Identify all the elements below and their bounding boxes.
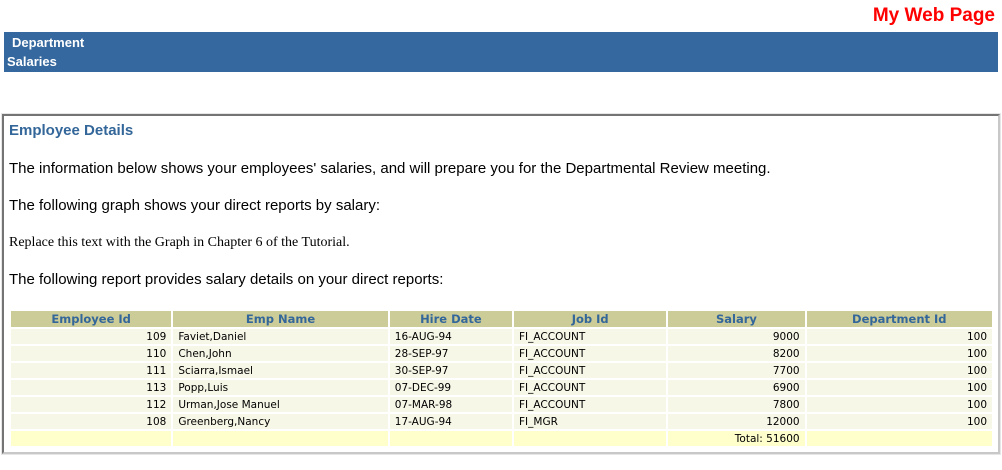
emp-name-cell: Popp,Luis	[173, 380, 388, 395]
section-heading: Employee Details	[9, 122, 134, 139]
hire-date-cell: 17-AUG-94	[389, 414, 513, 429]
column-header-job-id: Job Id	[514, 311, 667, 327]
banner-line-salaries: Salaries	[7, 54, 57, 69]
table-row: 109 Faviet,Daniel 16-AUG-94 FI_ACCOUNT 9…	[11, 329, 992, 344]
department-id-cell: 100	[806, 329, 992, 344]
salary-cell: 6900	[668, 380, 805, 395]
table-cell	[11, 431, 172, 446]
table-row: 111 Sciarra,Ismael 30-SEP-97 FI_ACCOUNT …	[11, 363, 992, 378]
column-header-hire-date: Hire Date	[389, 311, 513, 327]
salary-cell: 9000	[668, 329, 805, 344]
salary-cell: 12000	[668, 414, 805, 429]
salary-cell: 8200	[668, 346, 805, 361]
employee-id-cell: 110	[11, 346, 172, 361]
table-cell	[806, 431, 992, 446]
employee-id-cell: 112	[11, 397, 172, 412]
emp-name-cell: Greenberg,Nancy	[173, 414, 388, 429]
emp-name-cell: Faviet,Daniel	[173, 329, 388, 344]
salary-cell: 7800	[668, 397, 805, 412]
column-header-department-id: Department Id	[806, 311, 992, 327]
salary-report-table: Employee Id Emp Name Hire Date Job Id Sa…	[9, 309, 994, 448]
hire-date-cell: 07-DEC-99	[389, 380, 513, 395]
employee-id-cell: 109	[11, 329, 172, 344]
report-intro-paragraph: The following report provides salary det…	[9, 271, 444, 288]
column-header-emp-name: Emp Name	[173, 311, 388, 327]
graph-intro-paragraph: The following graph shows your direct re…	[9, 197, 381, 214]
employee-id-cell: 108	[11, 414, 172, 429]
table-row: 108 Greenberg,Nancy 17-AUG-94 FI_MGR 120…	[11, 414, 992, 429]
banner-line-department: Department	[12, 35, 85, 50]
table-header-row: Employee Id Emp Name Hire Date Job Id Sa…	[11, 311, 992, 327]
table-cell	[389, 431, 513, 446]
total-row: Total: 51600	[11, 431, 992, 446]
salary-cell: 7700	[668, 363, 805, 378]
department-id-cell: 100	[806, 363, 992, 378]
page-title: My Web Page	[872, 5, 995, 26]
department-id-cell: 100	[806, 346, 992, 361]
job-id-cell: FI_ACCOUNT	[514, 380, 667, 395]
table-cell	[173, 431, 388, 446]
job-id-cell: FI_ACCOUNT	[514, 363, 667, 378]
hire-date-cell: 16-AUG-94	[389, 329, 513, 344]
department-id-cell: 100	[806, 380, 992, 395]
table-row: 110 Chen,John 28-SEP-97 FI_ACCOUNT 8200 …	[11, 346, 992, 361]
graph-placeholder-text: Replace this text with the Graph in Chap…	[9, 235, 350, 250]
column-header-salary: Salary	[668, 311, 805, 327]
job-id-cell: FI_ACCOUNT	[514, 397, 667, 412]
department-id-cell: 100	[806, 414, 992, 429]
employee-details-panel: Employee Details The information below s…	[1, 113, 1001, 455]
salary-total-cell: Total: 51600	[668, 431, 805, 446]
intro-paragraph: The information below shows your employe…	[9, 160, 771, 177]
department-id-cell: 100	[806, 397, 992, 412]
employee-id-cell: 113	[11, 380, 172, 395]
column-header-employee-id: Employee Id	[11, 311, 172, 327]
hire-date-cell: 07-MAR-98	[389, 397, 513, 412]
employee-id-cell: 111	[11, 363, 172, 378]
job-id-cell: FI_MGR	[514, 414, 667, 429]
table-row: 113 Popp,Luis 07-DEC-99 FI_ACCOUNT 6900 …	[11, 380, 992, 395]
job-id-cell: FI_ACCOUNT	[514, 329, 667, 344]
emp-name-cell: Sciarra,Ismael	[173, 363, 388, 378]
emp-name-cell: Urman,Jose Manuel	[173, 397, 388, 412]
table-cell	[514, 431, 667, 446]
emp-name-cell: Chen,John	[173, 346, 388, 361]
job-id-cell: FI_ACCOUNT	[514, 346, 667, 361]
hire-date-cell: 30-SEP-97	[389, 363, 513, 378]
hire-date-cell: 28-SEP-97	[389, 346, 513, 361]
department-salaries-banner: Department Salaries	[4, 32, 998, 72]
table-row: 112 Urman,Jose Manuel 07-MAR-98 FI_ACCOU…	[11, 397, 992, 412]
